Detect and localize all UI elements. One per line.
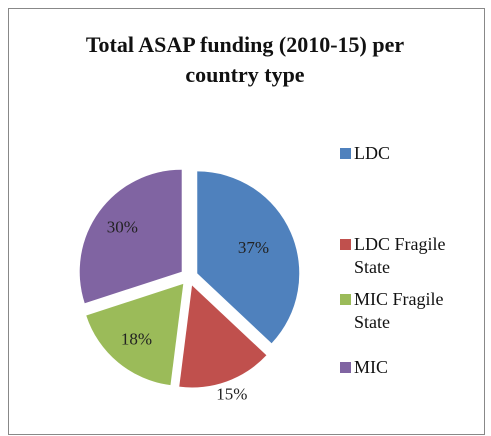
data-label: 18%: [121, 329, 152, 348]
pie-slice: [179, 285, 267, 388]
pie-slice: [197, 171, 300, 344]
chart-title: Total ASAP funding (2010-15) per country…: [85, 32, 405, 87]
legend-entry: LDC Fragile State: [340, 233, 480, 279]
legend-swatch: [340, 148, 351, 159]
legend-swatch: [340, 294, 351, 305]
data-label: 30%: [107, 217, 138, 236]
legend-entry: MIC Fragile State: [340, 288, 480, 334]
legend-label: MIC: [354, 357, 389, 377]
legend-entry: MIC: [340, 356, 480, 379]
pie-slice: [79, 169, 182, 304]
legend-label: MIC Fragile State: [354, 289, 444, 332]
legend-entry: LDC: [340, 142, 480, 165]
legend-swatch: [340, 239, 351, 250]
pie-slice: [86, 283, 184, 386]
data-label: 15%: [216, 385, 247, 404]
legend-label: LDC Fragile State: [354, 234, 446, 277]
legend-label: LDC: [354, 143, 390, 163]
data-label: 37%: [238, 238, 269, 257]
legend-swatch: [340, 362, 351, 373]
